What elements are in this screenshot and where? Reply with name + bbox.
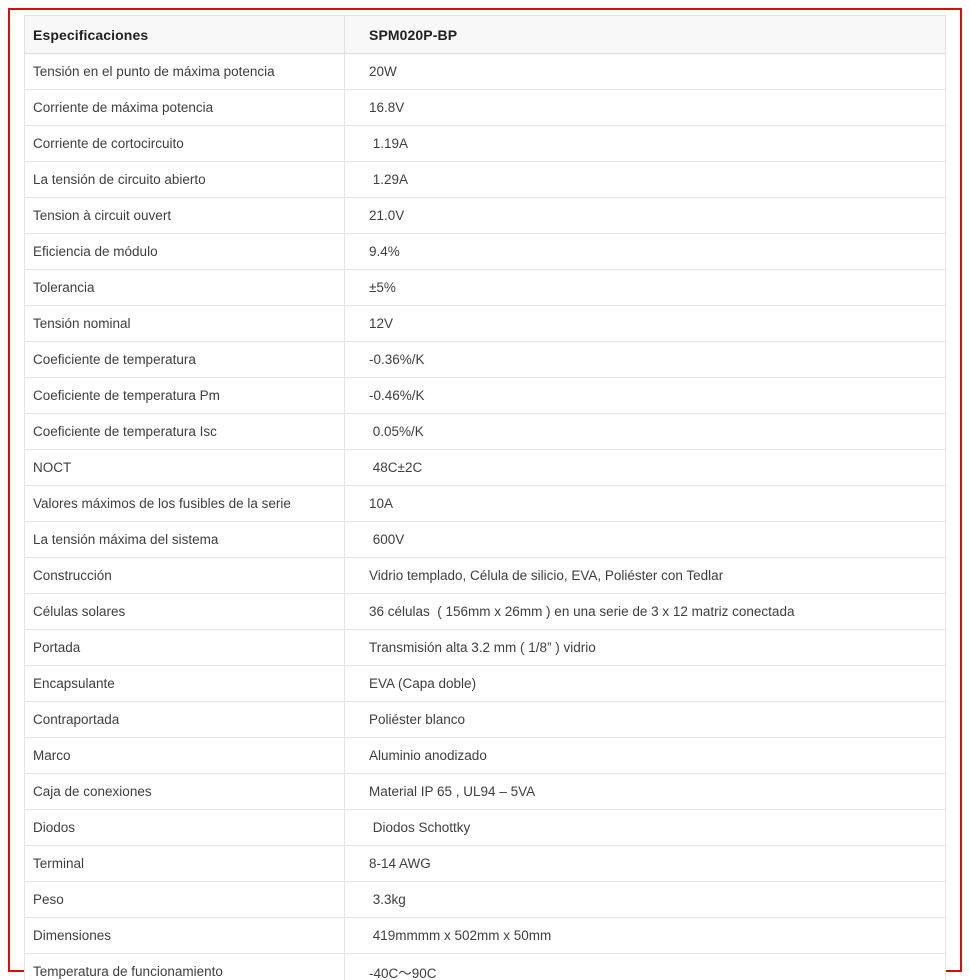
header-model-spm020p-bp: SPM020P-BP [344,15,946,54]
spec-row: Células solares 36 células ( 156mm x 26mm… [24,593,946,630]
specifications-table: Especificaciones SPM020P-BP Tensión en e… [24,15,946,980]
spec-row: Temperatura de funcionamiento -40C～90C [24,953,946,980]
spec-value: 21.0V [344,197,946,234]
spec-value: 20W [344,53,946,90]
spec-value: 1.29A [344,161,946,198]
spec-label: Construcción [24,557,345,594]
spec-label: Tension à circuit ouvert [24,197,345,234]
spec-label: Corriente de máxima potencia [24,89,345,126]
spec-row: Valores máximos de los fusibles de la se… [24,485,946,522]
spec-label: Marco [24,737,345,774]
spec-label: Células solares [24,593,345,630]
spec-label: Tensión en el punto de máxima potencia [24,53,345,90]
spec-row: Construcción Vidrio templado, Célula de s… [24,557,946,594]
spec-row: Coeficiente de temperatura Pm -0.46%/K [24,377,946,414]
spec-label: Corriente de cortocircuito [24,125,345,162]
spec-label: Tensión nominal [24,305,345,342]
spec-label: Temperatura de funcionamiento [24,953,345,980]
spec-row: Tensión nominal 12V [24,305,946,342]
spec-label: Valores máximos de los fusibles de la se… [24,485,345,522]
spec-row: La tensión de circuito abierto 1.29A [24,161,946,198]
spec-row: Caja de conexiones Material IP 65 , UL94 … [24,773,946,810]
spec-label: Caja de conexiones [24,773,345,810]
spec-label: NOCT [24,449,345,486]
spec-row: Contraportada Poliéster blanco [24,701,946,738]
spec-value: Material IP 65 , UL94 – 5VA [344,773,946,810]
spec-row: Tolerancia ±5% [24,269,946,306]
spec-value: 419mmmm x 502mm x 50mm [344,917,946,954]
spec-label: La tensión máxima del sistema [24,521,345,558]
spec-row: La tensión máxima del sistema 600V [24,521,946,558]
spec-value: ±5% [344,269,946,306]
spec-row: Tensión en el punto de máxima potencia 20… [24,53,946,90]
spec-row: NOCT 48C±2C [24,449,946,486]
spec-label: Diodos [24,809,345,846]
spec-row: Portada Transmisión alta 3.2 mm ( 1/8” ) … [24,629,946,666]
spec-value: -0.46%/K [344,377,946,414]
table-body: Tensión en el punto de máxima potencia 20… [24,53,946,980]
spec-row: Eficiencia de módulo 9.4% [24,233,946,270]
spec-row: Terminal 8-14 AWG [24,845,946,882]
spec-value: 36 células ( 156mm x 26mm ) en una serie… [344,593,946,630]
spec-row: Dimensiones 419mmmm x 502mm x 50mm [24,917,946,954]
spec-value: Poliéster blanco [344,701,946,738]
spec-label: Coeficiente de temperatura Pm [24,377,345,414]
spec-label: Peso [24,881,345,918]
spec-value: EVA (Capa doble) [344,665,946,702]
spec-label: Dimensiones [24,917,345,954]
spec-label: La tensión de circuito abierto [24,161,345,198]
spec-value: Vidrio templado, Célula de silicio, EVA,… [344,557,946,594]
spec-value: 10A [344,485,946,522]
spec-label: Eficiencia de módulo [24,233,345,270]
spec-value: 48C±2C [344,449,946,486]
header-especificaciones: Especificaciones [24,15,345,54]
spec-row: Coeficiente de temperatura Isc 0.05%/K [24,413,946,450]
spec-row: Peso 3.3kg [24,881,946,918]
spec-value: -0.36%/K [344,341,946,378]
spec-label: Encapsulante [24,665,345,702]
spec-value: -40C～90C [344,953,946,980]
spec-row: Coeficiente de temperatura -0.36%/K [24,341,946,378]
spec-value: 3.3kg [344,881,946,918]
spec-label: Coeficiente de temperatura Isc [24,413,345,450]
spec-label: Tolerancia [24,269,345,306]
spec-value: 1.19A [344,125,946,162]
table-header-row: Especificaciones SPM020P-BP [24,15,946,54]
red-border-frame: Especificaciones SPM020P-BP Tensión en e… [8,8,962,980]
spec-value: 600V [344,521,946,558]
spec-row: Diodos Diodos Schottky [24,809,946,846]
spec-row: Encapsulante EVA (Capa doble) [24,665,946,702]
spec-label: Contraportada [24,701,345,738]
spec-value: 9.4% [344,233,946,270]
spec-row: Marco Aluminio anodizado [24,737,946,774]
spec-row: Tension à circuit ouvert 21.0V [24,197,946,234]
spec-value: Diodos Schottky [344,809,946,846]
spec-value: Aluminio anodizado [344,737,946,774]
spec-label: Coeficiente de temperatura [24,341,345,378]
spec-row: Corriente de máxima potencia 16.8V [24,89,946,126]
spec-value: 12V [344,305,946,342]
spec-value: Transmisión alta 3.2 mm ( 1/8” ) vidrio [344,629,946,666]
spec-label: Terminal [24,845,345,882]
spec-label: Portada [24,629,345,666]
spec-value: 16.8V [344,89,946,126]
spec-row: Corriente de cortocircuito 1.19A [24,125,946,162]
spec-value: 8-14 AWG [344,845,946,882]
spec-value: 0.05%/K [344,413,946,450]
